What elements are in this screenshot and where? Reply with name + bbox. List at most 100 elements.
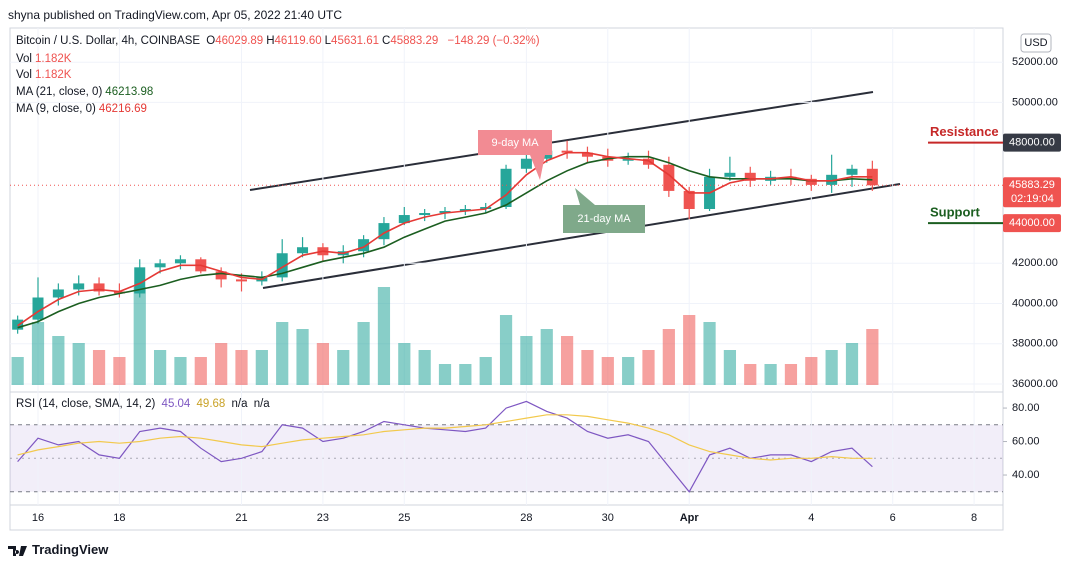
x-tick-label: 8 bbox=[971, 512, 977, 524]
vol-key: Vol bbox=[16, 53, 32, 65]
channel-lower bbox=[262, 183, 901, 289]
volume-bar bbox=[540, 329, 553, 385]
ma-name: MA (21, close, 0) bbox=[16, 86, 103, 98]
candle-body bbox=[846, 168, 858, 175]
volume-bar bbox=[622, 357, 635, 385]
candle-body bbox=[520, 158, 532, 169]
x-tick-label: 28 bbox=[520, 512, 532, 524]
volume-bar bbox=[418, 350, 431, 385]
volume-bar bbox=[866, 329, 879, 385]
callout-21ma-text: 21-day MA bbox=[577, 213, 631, 225]
candle-body bbox=[459, 209, 471, 212]
y-tick-label: 52000.00 bbox=[1012, 56, 1058, 68]
ma-legend: MA (21, close, 0) 46213.98 bbox=[16, 86, 156, 98]
candle-body bbox=[826, 174, 838, 185]
level-name: Resistance bbox=[930, 124, 999, 139]
x-tick-label: 4 bbox=[808, 512, 814, 524]
volume-bar bbox=[805, 357, 818, 385]
volume-bar bbox=[133, 287, 146, 385]
vol-value: 1.182K bbox=[35, 53, 72, 65]
candle-body bbox=[480, 206, 492, 210]
brand-logo bbox=[8, 546, 27, 556]
level-box bbox=[1003, 214, 1061, 233]
volume-bar bbox=[479, 357, 492, 385]
volume-bar bbox=[255, 350, 268, 385]
vol-key: Vol bbox=[16, 69, 32, 81]
rsi-sma-value: 49.68 bbox=[196, 398, 226, 410]
volume-bar bbox=[174, 357, 187, 385]
candle-body bbox=[744, 172, 756, 181]
candle-body bbox=[683, 190, 695, 210]
chart-frame bbox=[9, 27, 1004, 531]
candle-body bbox=[276, 253, 288, 278]
volume-bar bbox=[723, 350, 737, 385]
rsi-band-fill bbox=[10, 424, 1003, 492]
volume-bar bbox=[316, 343, 330, 385]
volume-bar bbox=[398, 343, 411, 385]
rsi-line bbox=[17, 400, 873, 493]
x-tick-label: 6 bbox=[890, 512, 896, 524]
currency: USD bbox=[1024, 37, 1047, 49]
channel-upper bbox=[249, 91, 874, 191]
x-tick-label: 18 bbox=[113, 512, 125, 524]
volume-bar bbox=[642, 350, 655, 385]
last-price-box bbox=[1003, 177, 1061, 208]
rsi-legend: RSI (14, close, SMA, 14, 2) 45.04 49.68 … bbox=[16, 398, 273, 410]
candle-body bbox=[398, 215, 410, 224]
vol-value: 1.182K bbox=[35, 69, 72, 81]
ohlc-key: L bbox=[324, 35, 332, 47]
rsi-tick-label: 60.00 bbox=[1012, 435, 1040, 447]
candle-body bbox=[52, 289, 64, 298]
volume-bar bbox=[377, 287, 391, 385]
x-tick-label: Apr bbox=[680, 512, 700, 524]
volume-bar bbox=[153, 350, 167, 385]
volume-bar bbox=[784, 364, 798, 385]
callout-21ma bbox=[563, 188, 645, 233]
volume-bar bbox=[662, 329, 675, 385]
y-tick-label: 36000.00 bbox=[1012, 378, 1058, 390]
candle-body bbox=[439, 211, 451, 214]
candle-body bbox=[32, 297, 44, 320]
volume-bar bbox=[337, 350, 350, 385]
legend-line: Bitcoin / U.S. Dollar, 4h, COINBASE O460… bbox=[16, 35, 543, 47]
x-tick-label: 23 bbox=[317, 512, 329, 524]
volume-bar bbox=[92, 350, 106, 385]
candle-body bbox=[622, 158, 634, 161]
ohlc-value: 45883.29 bbox=[390, 35, 439, 47]
candle-body bbox=[581, 152, 593, 157]
volume-bar bbox=[601, 357, 614, 385]
candle-body bbox=[378, 223, 390, 240]
na: n/a bbox=[231, 398, 248, 410]
ma-legend: MA (9, close, 0) 46216.69 bbox=[16, 103, 150, 115]
vol-legend: Vol 1.182K bbox=[16, 53, 74, 65]
level-label: 48000.00 bbox=[1009, 137, 1055, 149]
volume-bar bbox=[11, 357, 24, 385]
volume-bar bbox=[276, 322, 289, 385]
candle-body bbox=[663, 164, 675, 191]
volume-bar bbox=[459, 364, 472, 385]
ma-value: 46216.69 bbox=[98, 103, 147, 115]
volume-bar bbox=[683, 315, 696, 385]
publisher: shyna published on TradingView.com, Apr … bbox=[8, 8, 342, 22]
x-tick-label: 16 bbox=[32, 512, 44, 524]
x-tick-label: 21 bbox=[235, 512, 247, 524]
ma-value: 46213.98 bbox=[105, 86, 154, 98]
candle-body bbox=[500, 168, 512, 207]
volume-bar bbox=[825, 350, 838, 385]
rsi-line bbox=[17, 414, 873, 461]
ma-line bbox=[17, 151, 873, 327]
candle-body bbox=[215, 271, 227, 280]
volume-bar bbox=[215, 343, 228, 385]
x-tick-label: 30 bbox=[602, 512, 614, 524]
rsi-name: RSI (14, close, SMA, 14, 2) bbox=[16, 398, 156, 410]
volume-bar bbox=[357, 322, 370, 385]
volume-bar bbox=[581, 350, 594, 385]
volume-bar bbox=[72, 343, 85, 385]
vol-legend: Vol 1.182K bbox=[16, 69, 74, 81]
volume-bar bbox=[52, 336, 65, 385]
currency-box bbox=[1020, 33, 1052, 53]
volume-bar bbox=[499, 315, 513, 385]
candle-body bbox=[724, 172, 736, 177]
candle-body bbox=[358, 239, 370, 252]
